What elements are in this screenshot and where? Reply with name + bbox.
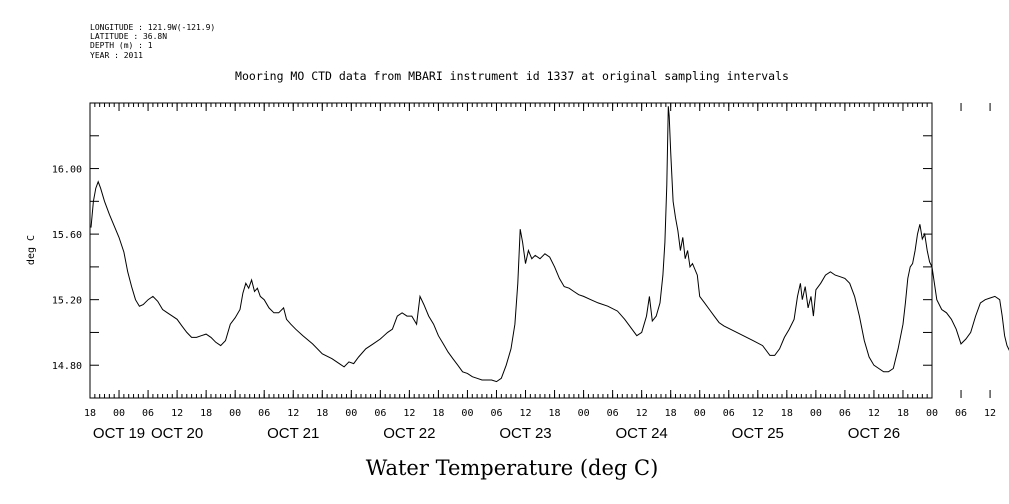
depth-text: DEPTH (m) : 1 (90, 41, 153, 50)
x-day-label: OCT 22 (383, 425, 435, 442)
x-hour-label: 12 (984, 408, 996, 419)
x-hour-label: 00 (229, 408, 241, 419)
y-axis-ticks (90, 102, 932, 399)
x-hour-label: 00 (461, 408, 473, 419)
x-hour-label: 06 (955, 408, 967, 419)
y-tick-label: 14.80 (52, 361, 82, 372)
x-hour-label: 18 (84, 408, 96, 419)
x-hour-label: 06 (142, 408, 154, 419)
x-hour-label: 00 (345, 408, 357, 419)
year-text: YEAR : 2011 (90, 51, 143, 60)
x-hour-label: 06 (723, 408, 735, 419)
x-hour-label: 00 (578, 408, 590, 419)
x-minor-ticks (89, 103, 933, 398)
x-hour-label: 06 (258, 408, 270, 419)
metadata-block: LONGITUDE : 121.9W(-121.9) LATITUDE : 36… (90, 23, 215, 60)
x-major-ticks (89, 103, 991, 398)
x-hour-label: 12 (287, 408, 299, 419)
x-hour-label: 12 (752, 408, 764, 419)
x-day-label: OCT 21 (267, 425, 319, 442)
x-hour-label: 12 (636, 408, 648, 419)
x-hour-label: 18 (432, 408, 444, 419)
latitude-text: LATITUDE : 36.8N (90, 32, 167, 41)
y-tick-labels: 14.80 15.20 15.60 16.00 (52, 165, 82, 373)
x-hour-labels: 18 00 06 12 18 00 06 12 18 00 06 12 18 00 06 12 18 00 06 12… (84, 408, 996, 419)
x-hour-label: 12 (403, 408, 415, 419)
x-hour-label: 00 (926, 408, 938, 419)
x-hour-label: 00 (694, 408, 706, 419)
water-temperature-line (90, 106, 1009, 383)
x-hour-label: 06 (839, 408, 851, 419)
x-day-label: OCT 26 (848, 425, 900, 442)
x-hour-label: 00 (810, 408, 822, 419)
plot-frame (89, 102, 933, 399)
x-hour-label: 06 (490, 408, 502, 419)
x-hour-label: 06 (607, 408, 619, 419)
y-tick-label: 15.20 (52, 296, 82, 307)
x-hour-label: 18 (665, 408, 677, 419)
x-hour-label: 12 (171, 408, 183, 419)
x-hour-label: 18 (781, 408, 793, 419)
x-hour-label: 18 (549, 408, 561, 419)
x-hour-label: 06 (374, 408, 386, 419)
x-day-labels: OCT 19 OCT 20 OCT 21 OCT 22 OCT 23 OCT 24 OCT … (93, 425, 900, 442)
x-day-label: OCT 23 (499, 425, 551, 442)
x-hour-label: 18 (200, 408, 212, 419)
longitude-text: LONGITUDE : 121.9W(-121.9) (90, 23, 215, 32)
x-day-label: OCT 25 (732, 425, 784, 442)
x-day-label: OCT 24 (616, 425, 668, 442)
x-hour-label: 18 (897, 408, 909, 419)
x-axis-title: Water Temperature (deg C) (366, 456, 659, 480)
x-day-label: OCT 19 (93, 425, 145, 442)
x-hour-label: 00 (113, 408, 125, 419)
y-tick-label: 15.60 (52, 230, 82, 241)
x-day-label: OCT 20 (151, 425, 203, 442)
y-tick-label: 16.00 (52, 165, 82, 176)
x-hour-label: 12 (519, 408, 531, 419)
x-hour-label: 12 (868, 408, 880, 419)
y-axis-label: deg C (26, 235, 37, 265)
chart-title: Mooring MO CTD data from MBARI instrumen… (235, 69, 789, 83)
x-hour-label: 18 (316, 408, 328, 419)
